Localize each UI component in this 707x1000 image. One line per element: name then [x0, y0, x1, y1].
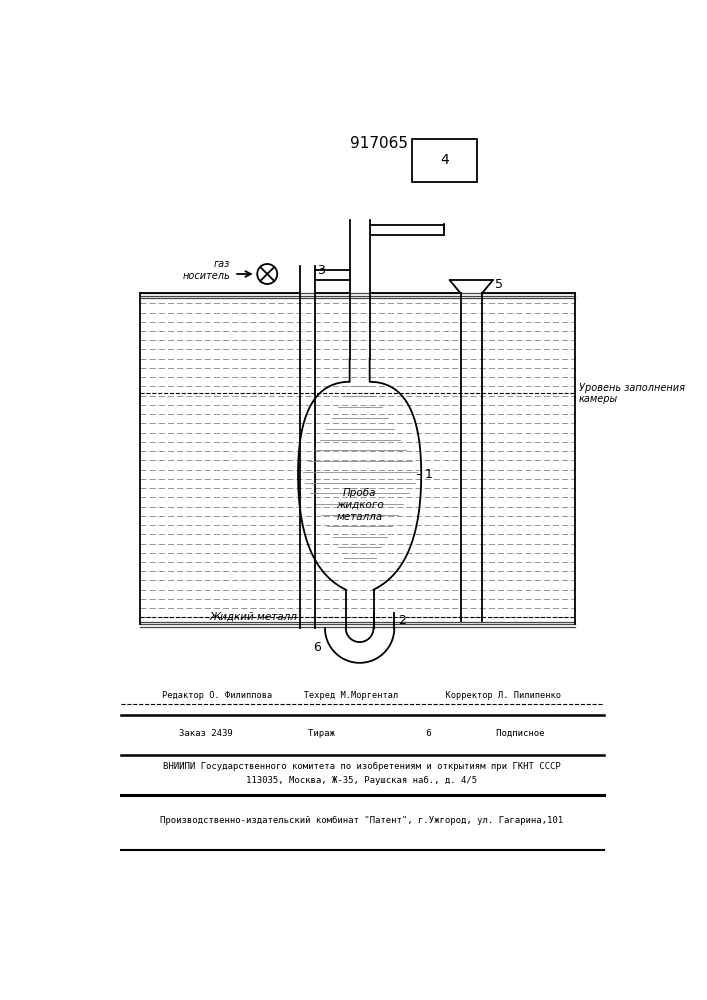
Bar [412, 139, 477, 182]
Text: Производственно-издательский комбинат "Патент", г.Ужгород, ул. Гагарина,101: Производственно-издательский комбинат "П… [160, 816, 563, 825]
Text: ВНИИПИ Государственного комитета по изобретениям и открытиям при ГКНТ СССР: ВНИИПИ Государственного комитета по изоб… [163, 762, 561, 771]
Text: 4: 4 [440, 153, 449, 167]
Text: Редактор О. Филиппова      Техред М.Моргентал         Корректор Л. Пилипенко: Редактор О. Филиппова Техред М.Моргентал… [163, 691, 561, 700]
Text: газ
носитель: газ носитель [182, 259, 230, 281]
Text: Заказ 2439              Тираж                 6            Подписное: Заказ 2439 Тираж 6 Подписное [179, 729, 544, 738]
Text: Проба
жидкого
металла: Проба жидкого металла [336, 488, 383, 522]
Text: 917065: 917065 [350, 136, 408, 151]
Text: 3: 3 [317, 264, 325, 277]
Text: 5: 5 [495, 278, 503, 291]
Text: 2: 2 [398, 614, 406, 627]
Text: 1: 1 [425, 468, 433, 481]
Text: 113035, Москва, Ж-35, Раушская наб., д. 4/5: 113035, Москва, Ж-35, Раушская наб., д. … [247, 776, 477, 785]
Text: Уровень заполнения
камеры: Уровень заполнения камеры [579, 383, 685, 404]
Text: 6: 6 [313, 641, 321, 654]
Text: Жидкий металл: Жидкий металл [209, 612, 298, 622]
